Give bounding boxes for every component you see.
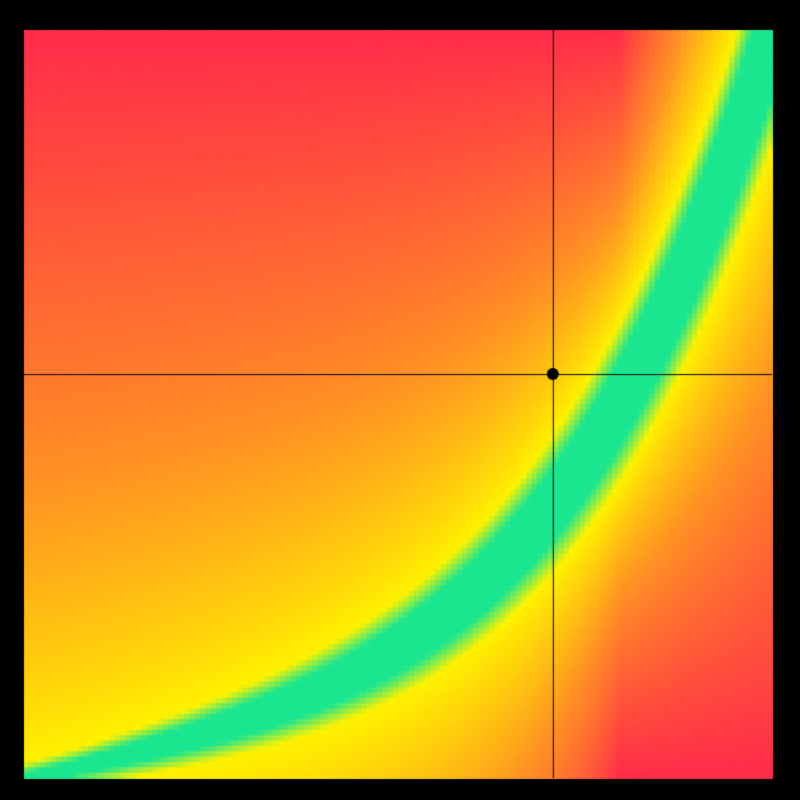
chart-container: TheBottleneck.com [0, 0, 800, 800]
heatmap-canvas [0, 0, 800, 800]
